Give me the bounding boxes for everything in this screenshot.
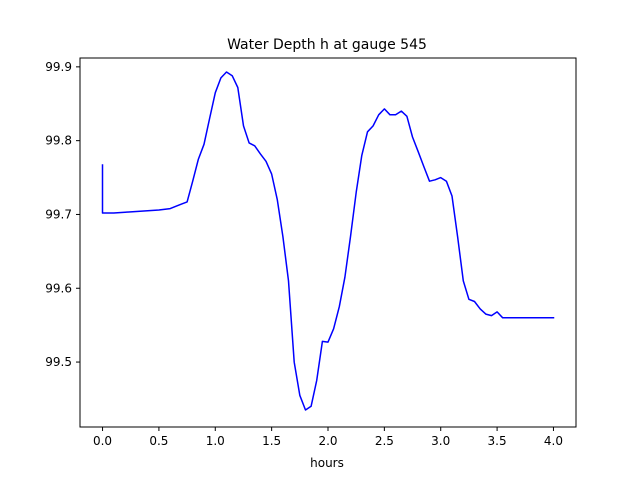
y-tick-label: 99.9: [45, 60, 72, 74]
x-tick-label: 0.5: [149, 434, 168, 448]
chart-title: Water Depth h at gauge 545: [227, 37, 427, 53]
x-tick-label: 2.5: [375, 434, 394, 448]
x-tick-label: 1.0: [206, 434, 225, 448]
x-tick-label: 1.5: [262, 434, 281, 448]
x-axis-label: hours: [310, 456, 344, 470]
x-tick-label: 3.0: [431, 434, 450, 448]
y-tick-label: 99.5: [45, 355, 72, 369]
x-tick-label: 2.0: [318, 434, 337, 448]
x-tick-label: 4.0: [544, 434, 563, 448]
series-line-0: [101, 71, 555, 411]
plot-area: 0.0 0.5 1.0 1.5 2.0 2.5 3.0 3.5 4.0 99.5 99.6 99.7 9…: [45, 57, 577, 448]
x-tick-label: 3.5: [488, 434, 507, 448]
x-tick-label: 0.0: [93, 434, 112, 448]
y-tick-label: 99.6: [45, 281, 72, 295]
y-tick-label: 99.8: [45, 134, 72, 148]
y-tick-label: 99.7: [45, 207, 72, 221]
axes-frame: [79, 57, 577, 428]
